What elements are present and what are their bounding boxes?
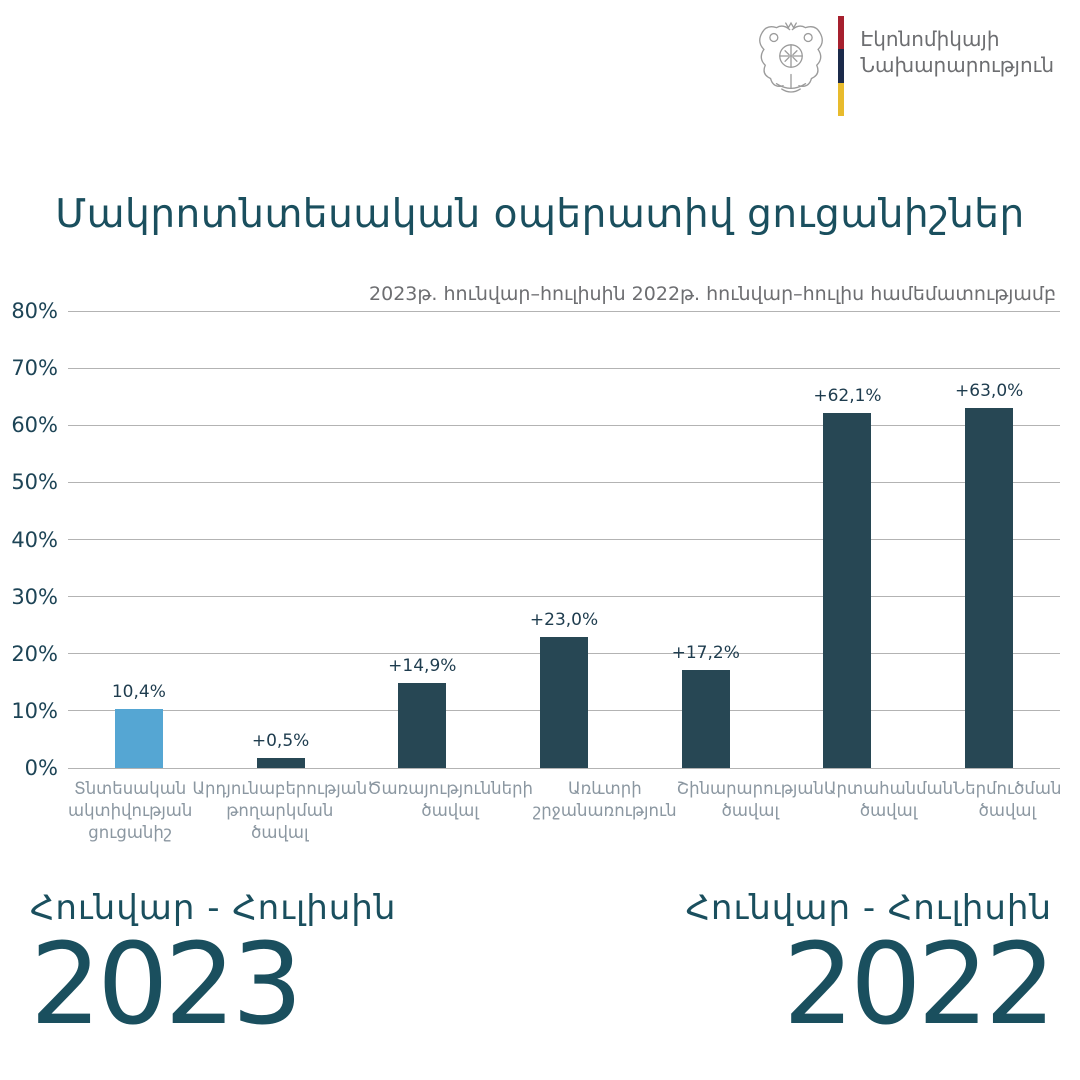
bar-column: +62,1% [777, 311, 919, 768]
x-axis-labels: Տնտեսական ակտիվության ցուցանիշ Արդյունաբե… [68, 778, 1062, 843]
y-axis-tick: 40% [11, 527, 58, 552]
period-block-2022: Հունվար - Հուլիսին 2022 [685, 888, 1056, 1050]
flag-stripe [838, 16, 845, 116]
x-axis-category-label: Ծառայությունների ծավալ [367, 779, 533, 820]
x-axis-category-label: Շինարարության ծավալ [676, 779, 824, 820]
flag-red-band [838, 16, 845, 50]
gridline [68, 367, 1060, 369]
y-axis-tick: 0% [24, 756, 58, 780]
y-axis-tick: 10% [11, 698, 58, 723]
year-right: 2022 [782, 920, 1056, 1050]
bar-value-label: +62,1% [813, 386, 882, 407]
armenia-coat-of-arms-icon [759, 21, 824, 93]
y-axis-tick: 70% [11, 356, 58, 381]
x-axis-category-label: Արդյունաբերության թողարկման ծավալ [192, 779, 368, 842]
gridline [68, 539, 1060, 540]
y-axis-tick: 30% [11, 584, 58, 609]
bar-column: 10,4% [68, 311, 210, 768]
gridline [68, 767, 1060, 769]
y-axis-tick: 50% [11, 470, 58, 495]
period-label-left: Հունվար - Հուլիսին [30, 888, 397, 928]
bar [823, 413, 872, 768]
bar [256, 758, 305, 768]
bar-value-label: 10,4% [111, 681, 166, 702]
x-axis-category-label: Առևտրի շրջանառություն [533, 779, 677, 820]
gridline [68, 481, 1060, 483]
y-axis-tick: 20% [11, 641, 58, 666]
flag-blue-band [838, 49, 845, 83]
bar-column: +23,0% [493, 311, 635, 768]
x-axis-category-label: Արտահանման ծավալ [823, 779, 954, 820]
bar-value-label: +23,0% [529, 609, 599, 630]
bar [965, 408, 1014, 768]
y-axis-tick: 60% [11, 413, 58, 438]
chart-title: Մակրոտնտեսական օպերատիվ ցուցանիշներ [55, 192, 1025, 237]
year-left: 2023 [30, 920, 303, 1050]
bar-chart: 0% 10% 20% 30% 40% 50% 60% 70% 80% 10,4% +0,5% +14… [11, 299, 1061, 842]
bar-value-label: +63,0% [955, 381, 1024, 402]
grid-layer: 0% 10% 20% 30% 40% 50% 60% 70% 80% [11, 299, 1060, 780]
x-axis-category-label: Տնտեսական ակտիվության ցուցանիշ [68, 779, 193, 842]
bar-column: +63,0% [918, 311, 1060, 768]
bar-column: +17,2% [635, 311, 777, 768]
bar-value-label: +14,9% [388, 655, 457, 676]
ministry-logo: Էկոնոմիկայի Նախարարություն [758, 12, 1054, 116]
bar-value-label: +0,5% [251, 731, 310, 751]
bar-value-label: +17,2% [671, 642, 740, 663]
gridline [68, 310, 1060, 312]
flag-gold-band [838, 82, 845, 116]
bar [681, 669, 730, 768]
x-axis-category-label: Ներմուծման ծավալ [953, 779, 1062, 820]
bar-column: +14,9% [351, 311, 493, 768]
gridline [68, 596, 1060, 598]
ministry-name: Էկոնոմիկայի Նախարարություն [860, 12, 1054, 78]
bar [398, 682, 447, 768]
chart-subtitle: 2023թ. հունվար–հուլիսին 2022թ. հունվար–հ… [369, 283, 1056, 305]
y-axis-tick: 80% [11, 299, 58, 323]
period-label-right: Հունվար - Հուլիսին [685, 888, 1052, 928]
ministry-name-line1: Էկոնոմիկայի [860, 27, 1000, 51]
gridline [68, 424, 1060, 426]
bar [540, 636, 589, 768]
bar [114, 708, 163, 768]
bars-layer: 10,4% +0,5% +14,9% +23,0% +17,2% +62,1% +63,0% [68, 311, 1060, 768]
ministry-name-line2: Նախարարություն [860, 53, 1054, 77]
bar-column: +0,5% [210, 311, 352, 768]
period-block-2023: Հունվար - Հուլիսին 2023 [30, 888, 396, 1042]
